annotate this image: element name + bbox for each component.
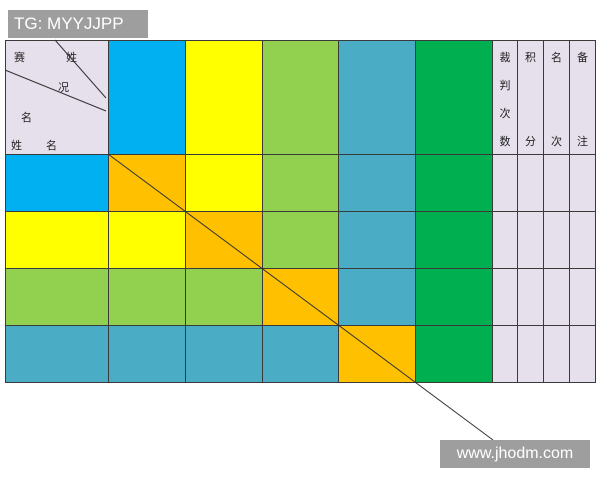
table-cell [338,211,416,269]
side-header-cell: 备注 [569,40,596,155]
header-cell [262,40,339,155]
blank-cell [543,211,570,269]
blank-cell [569,325,596,383]
side-header-char: 判 [499,79,511,92]
blank-cell [492,268,518,326]
side-header-char: 分 [525,135,536,148]
blank-cell [517,211,544,269]
blank-cell [543,154,570,212]
watermark-top: TG: MYYJJPP [8,10,148,38]
table-cell [415,211,493,269]
side-header-char: 次 [551,135,562,148]
corner-label: 姓 [66,51,77,64]
side-header-char: 次 [499,107,511,120]
side-header-char: 备 [577,51,588,64]
header-cell [185,40,263,155]
side-header-char: 裁 [499,51,511,64]
side-header-char: 注 [577,135,588,148]
blank-cell [517,325,544,383]
side-header-cell: 裁判次数 [492,40,518,155]
blank-cell [517,154,544,212]
corner-label: 姓 [11,139,22,152]
blank-cell [569,268,596,326]
side-header-char: 积 [525,51,536,64]
blank-cell [543,268,570,326]
side-header-char: 数 [499,135,511,148]
side-header-char: 名 [551,51,562,64]
table-cell [338,154,416,212]
corner-label: 名 [21,111,32,124]
corner-label: 名 [46,139,57,152]
header-cell [415,40,493,155]
table-cell [262,154,339,212]
table-cell [415,154,493,212]
blank-cell [569,211,596,269]
table-cell [415,325,493,383]
corner-header-cell: 赛姓况名姓名 [5,40,109,155]
table-cell [108,211,186,269]
corner-label: 况 [58,81,69,94]
watermark-bottom: www.jhodm.com [440,440,590,468]
blank-cell [569,154,596,212]
corner-label: 赛 [14,51,25,64]
